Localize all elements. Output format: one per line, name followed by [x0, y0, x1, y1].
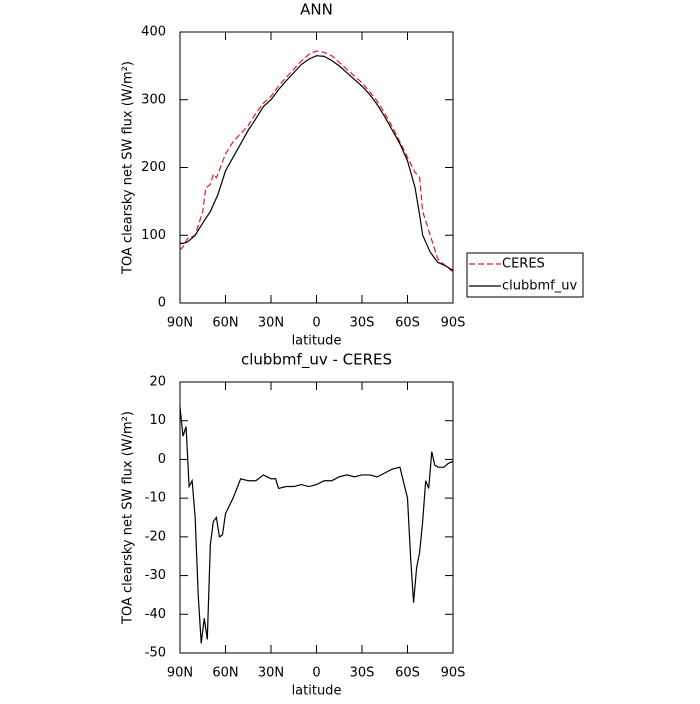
y-tick-label: 10 [149, 413, 166, 428]
y-tick-label: 300 [141, 92, 166, 107]
x-tick-label: 90S [441, 666, 466, 681]
x-tick-label: 90S [441, 316, 466, 331]
x-tick-label: 30S [350, 316, 375, 331]
y-tick-label: -50 [145, 646, 166, 661]
x-tick-label: 0 [312, 666, 320, 681]
legend-label: clubbmf_uv [502, 279, 577, 294]
x-tick-label: 60N [212, 666, 238, 681]
plot-frame [179, 381, 454, 654]
y-axis-label: TOA clearsky net SW flux (W/m²) [121, 411, 136, 625]
x-axis-label: latitude [292, 684, 342, 699]
x-tick-label: 0 [312, 316, 320, 331]
y-tick-label: 400 [141, 25, 166, 40]
y-tick-label: -20 [145, 529, 166, 544]
y-tick-label: 0 [158, 452, 166, 467]
y-tick-label: -10 [145, 491, 166, 506]
x-axis-label: latitude [292, 334, 342, 349]
legend-label: CERES [502, 257, 545, 272]
x-tick-label: 60S [395, 666, 420, 681]
y-axis-label: TOA clearsky net SW flux (W/m²) [121, 61, 136, 275]
y-tick-label: -40 [145, 607, 166, 622]
x-tick-label: 30N [258, 666, 284, 681]
chart-title: clubbmf_uv - CERES [241, 351, 392, 370]
y-tick-label: 200 [141, 160, 166, 175]
x-tick-label: 60S [395, 316, 420, 331]
data-line [180, 55, 454, 271]
x-tick-label: 30N [258, 316, 284, 331]
y-tick-label: 100 [141, 228, 166, 243]
x-tick-label: 90N [167, 316, 193, 331]
x-tick-label: 30S [350, 666, 375, 681]
y-tick-label: -30 [145, 568, 166, 583]
x-tick-label: 60N [212, 316, 238, 331]
data-line [179, 50, 454, 273]
data-line [179, 407, 454, 644]
x-tick-label: 90N [167, 666, 193, 681]
legend-box [466, 252, 584, 298]
y-tick-label: 20 [149, 375, 166, 390]
chart-title: ANN [300, 1, 333, 19]
y-tick-label: 0 [158, 296, 166, 311]
